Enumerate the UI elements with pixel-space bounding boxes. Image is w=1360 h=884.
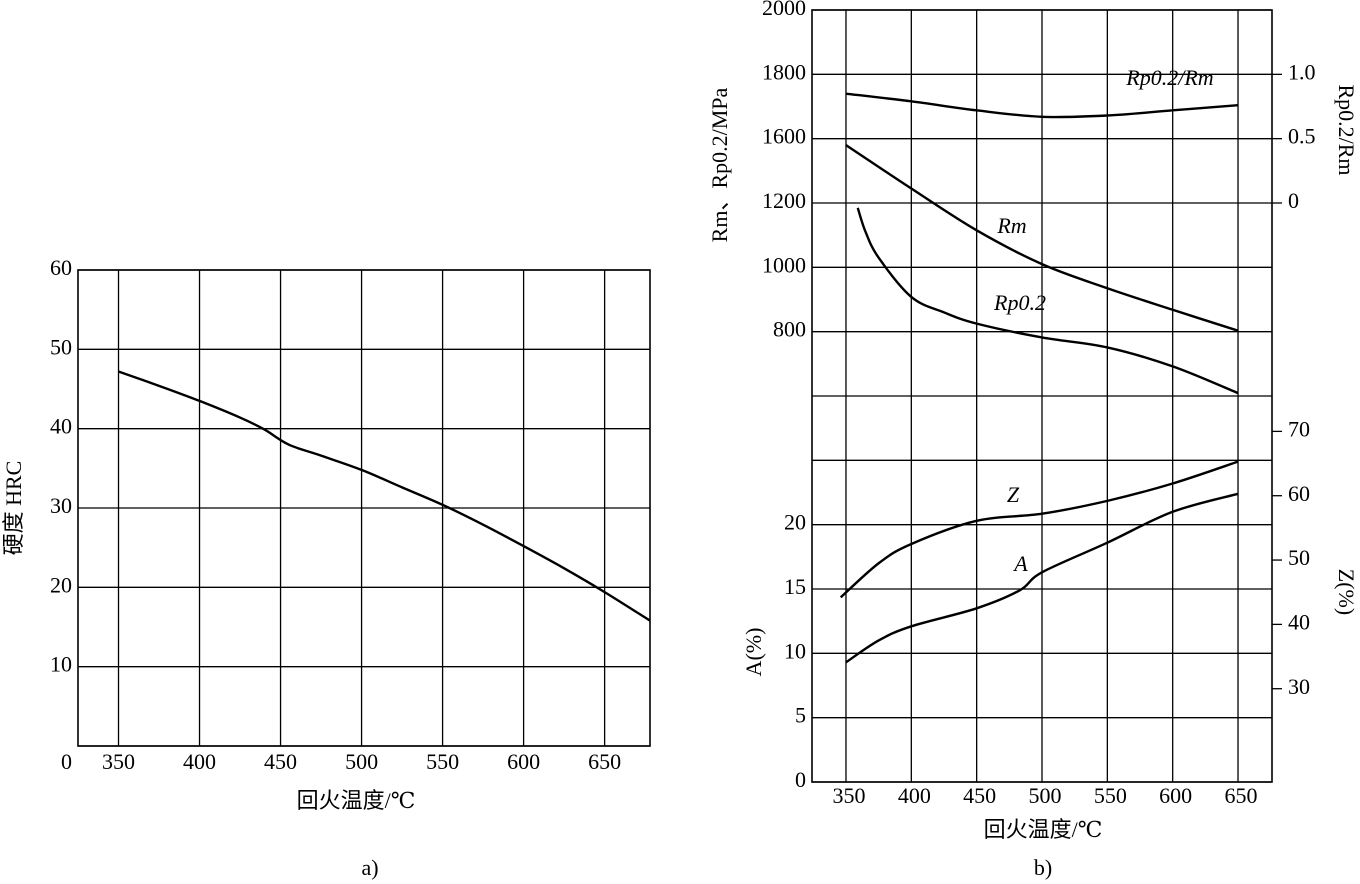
x-tick-label: 350 — [832, 783, 865, 808]
x-axis-label: 回火温度/℃ — [297, 788, 416, 813]
y-tick-label: 40 — [50, 414, 72, 439]
curve — [845, 144, 1239, 332]
axis-label: A(%) — [741, 628, 766, 677]
axis-label: Rp0.2/Rm — [1334, 84, 1359, 175]
y-tick-label: 1.0 — [1288, 59, 1316, 84]
x-tick-label: 350 — [102, 749, 135, 774]
y-tick-label: 1200 — [762, 188, 806, 213]
curve-label: A — [1012, 551, 1028, 576]
curve — [839, 460, 1239, 599]
x-tick-label: 500 — [1029, 783, 1062, 808]
x-tick-label: 650 — [588, 749, 621, 774]
axis-label: Z(%) — [1334, 569, 1359, 615]
x-tick-label: 400 — [898, 783, 931, 808]
x-tick-label: 550 — [426, 749, 459, 774]
y-tick-label: 0.5 — [1288, 124, 1316, 149]
y-tick-label: 0 — [795, 767, 806, 792]
y-tick-label: 0 — [61, 749, 72, 774]
curve — [856, 207, 1239, 395]
curve-label: Rm — [996, 213, 1026, 238]
y-tick-label: 10 — [784, 638, 806, 663]
x-tick-label: 600 — [1159, 783, 1192, 808]
caption: a) — [361, 855, 378, 880]
y-tick-label: 50 — [50, 334, 72, 359]
x-tick-label: 550 — [1094, 783, 1127, 808]
y-tick-label: 1800 — [762, 59, 806, 84]
curve-label: Rp0.2 — [993, 290, 1046, 315]
x-tick-label: 450 — [963, 783, 996, 808]
y-tick-label: 60 — [1288, 481, 1310, 506]
curve — [845, 92, 1239, 119]
plot-frame — [77, 269, 651, 747]
x-tick-label: 450 — [264, 749, 297, 774]
curve-label: Rp0.2/Rm — [1125, 65, 1213, 90]
y-tick-label: 60 — [50, 255, 72, 280]
caption: b) — [1034, 855, 1052, 880]
y-tick-label: 70 — [1288, 416, 1310, 441]
x-tick-label: 600 — [507, 749, 540, 774]
y-tick-label: 1600 — [762, 124, 806, 149]
y-tick-label: 30 — [1288, 674, 1310, 699]
y-tick-label: 10 — [50, 652, 72, 677]
y-tick-label: 15 — [784, 574, 806, 599]
axis-label: Rm、Rp0.2/MPa — [707, 87, 732, 242]
curve — [845, 492, 1239, 664]
y-tick-label: 20 — [784, 510, 806, 535]
axis-label: 硬度 HRC — [1, 461, 26, 556]
curve — [118, 370, 651, 622]
y-tick-label: 2000 — [762, 0, 806, 20]
curve-label: Z — [1007, 482, 1020, 507]
y-tick-label: 20 — [50, 572, 72, 597]
y-tick-label: 5 — [795, 703, 806, 728]
x-tick-label: 400 — [183, 749, 216, 774]
y-tick-label: 50 — [1288, 545, 1310, 570]
y-tick-label: 1000 — [762, 252, 806, 277]
y-tick-label: 30 — [50, 493, 72, 518]
y-tick-label: 800 — [773, 317, 806, 342]
y-tick-label: 40 — [1288, 609, 1310, 634]
x-tick-label: 650 — [1225, 783, 1258, 808]
y-tick-label: 0 — [1288, 188, 1299, 213]
x-axis-label: 回火温度/℃ — [984, 817, 1103, 842]
plot-frame — [811, 9, 1273, 783]
x-tick-label: 500 — [345, 749, 378, 774]
